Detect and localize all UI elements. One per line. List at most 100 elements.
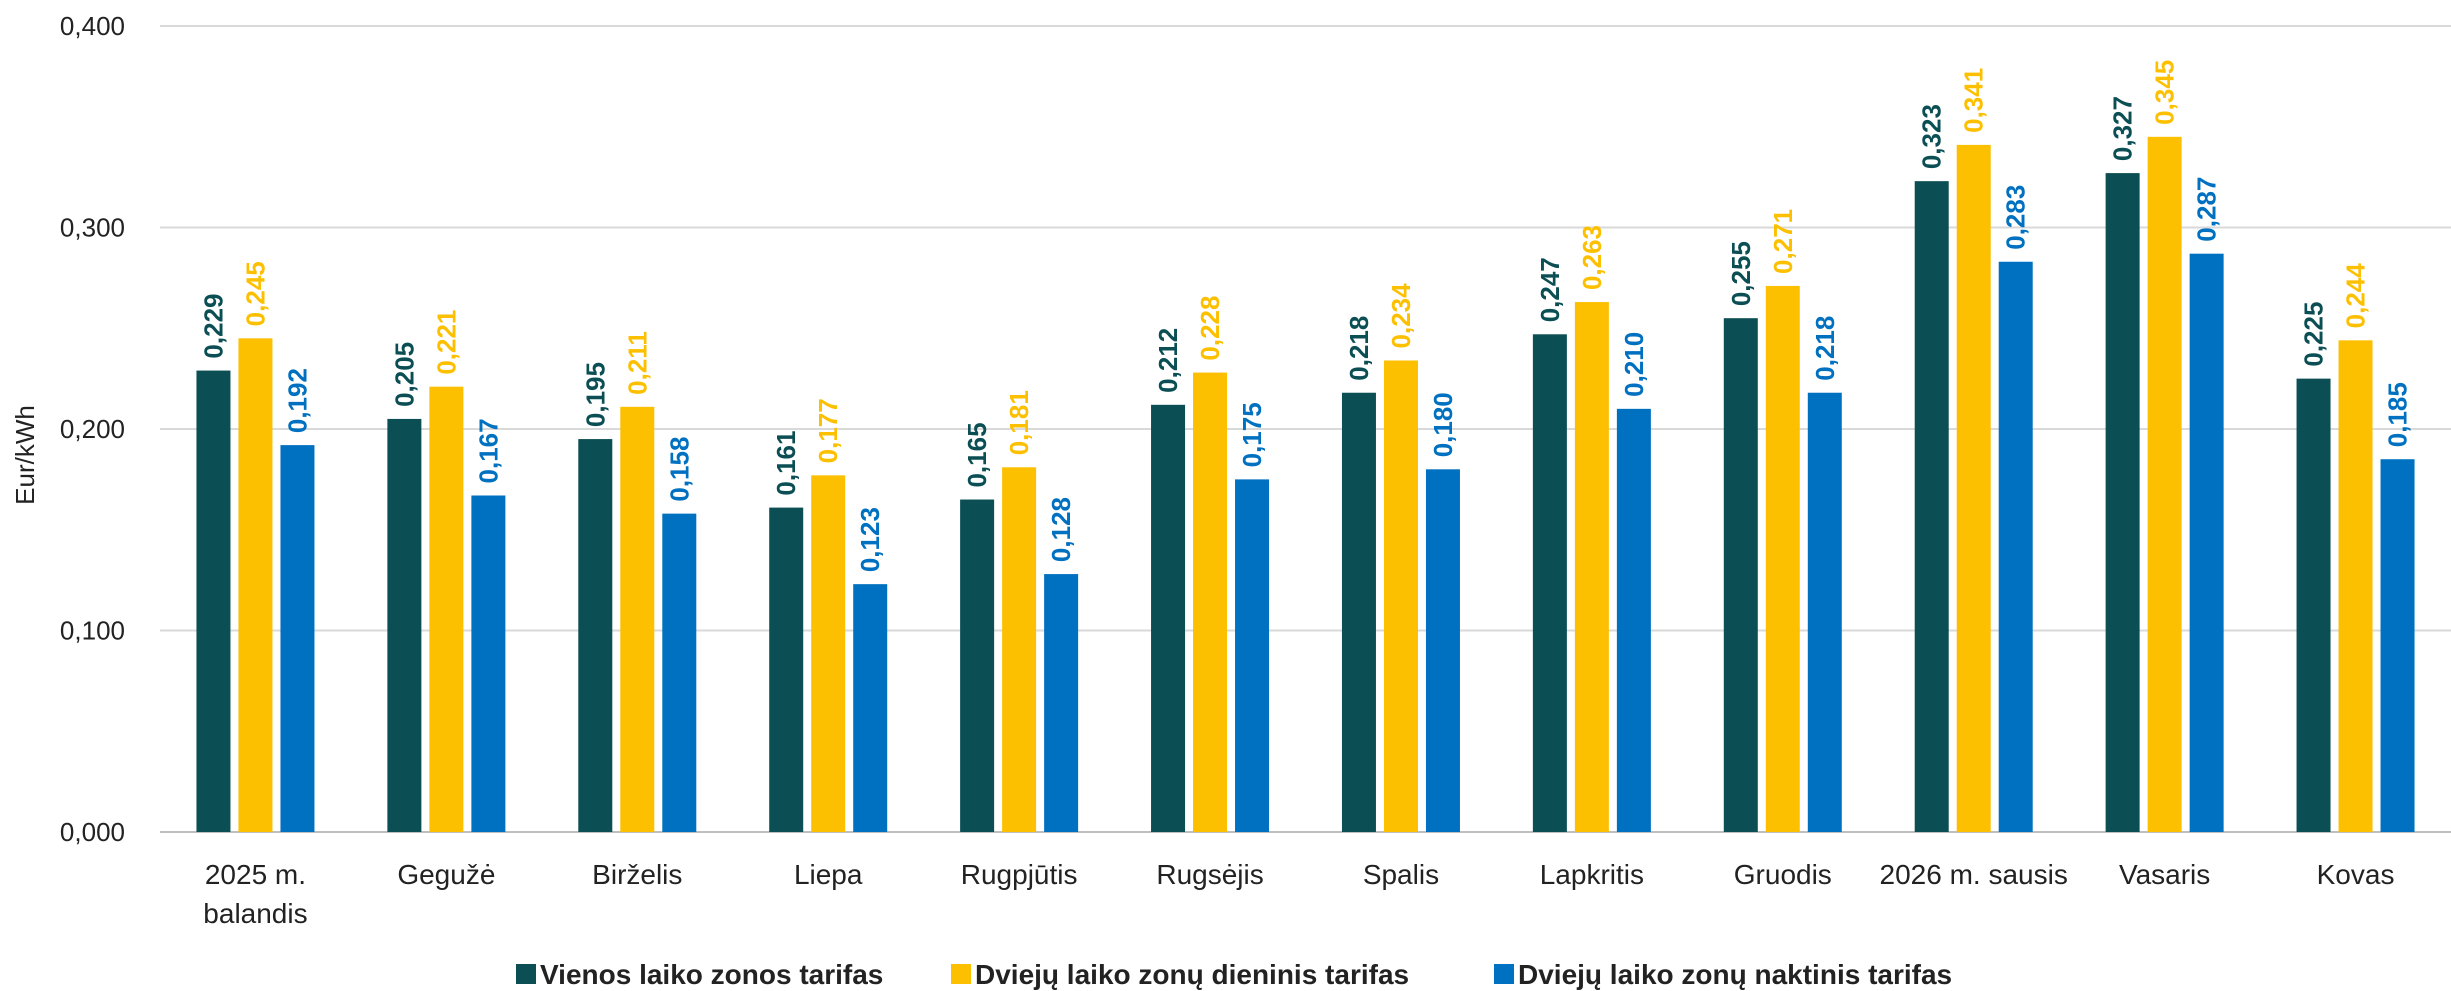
y-axis-label: Eur/kWh xyxy=(10,405,40,505)
data-label: 0,205 xyxy=(389,342,419,407)
bar xyxy=(853,584,888,832)
legend-swatch xyxy=(951,964,971,984)
bar xyxy=(2147,136,2182,832)
data-label: 0,234 xyxy=(1386,283,1416,349)
x-tick-label: 2026 m. sausis xyxy=(1880,859,2068,890)
data-label: 0,263 xyxy=(1577,225,1607,290)
x-axis: 2025 m. balandis Gegužė Birželis Liepa Rugpjū… xyxy=(203,859,2394,929)
bar xyxy=(429,386,464,832)
y-tick-label: 0,300 xyxy=(60,213,125,243)
y-tick-label: 0,200 xyxy=(60,414,125,444)
data-label: 0,167 xyxy=(473,418,503,483)
bar xyxy=(662,513,697,832)
bar xyxy=(1807,392,1842,832)
legend-label: Vienos laiko zonos tarifas xyxy=(540,959,883,990)
data-label: 0,255 xyxy=(1726,241,1756,306)
data-label: 0,244 xyxy=(2341,263,2371,329)
y-tick-label: 0,000 xyxy=(60,817,125,847)
data-label: 0,158 xyxy=(664,437,694,502)
bar xyxy=(471,495,506,832)
legend-swatch xyxy=(1494,964,1514,984)
legend-label: Dviejų laiko zonų naktinis tarifas xyxy=(1518,959,1952,990)
x-tick-label: Rugsėjis xyxy=(1156,859,1263,890)
gridlines xyxy=(160,25,2451,833)
data-label: 0,218 xyxy=(1810,316,1840,381)
data-label: 0,180 xyxy=(1428,392,1458,457)
data-label: 0,212 xyxy=(1153,328,1183,393)
x-tick-label: Lapkritis xyxy=(1540,859,1644,890)
x-tick-label: Birželis xyxy=(592,859,682,890)
bar xyxy=(2338,340,2373,832)
data-label: 0,287 xyxy=(2192,177,2222,242)
data-label: 0,165 xyxy=(962,422,992,487)
data-label: 0,175 xyxy=(1237,402,1267,467)
bar xyxy=(196,370,231,832)
bar xyxy=(2296,378,2331,832)
data-label: 0,185 xyxy=(2383,382,2413,447)
bars xyxy=(196,136,2415,833)
data-label: 0,128 xyxy=(1046,497,1076,562)
data-label: 0,177 xyxy=(813,398,843,463)
bar xyxy=(1425,469,1460,832)
data-label: 0,327 xyxy=(2108,96,2138,161)
bar xyxy=(1574,302,1609,832)
bar xyxy=(1765,285,1800,832)
bar xyxy=(1341,392,1376,832)
bar xyxy=(1235,479,1270,832)
bar xyxy=(578,439,613,832)
data-label: 0,210 xyxy=(1619,332,1649,397)
data-label: 0,228 xyxy=(1195,296,1225,361)
data-label: 0,323 xyxy=(1917,104,1947,169)
x-tick-label: Spalis xyxy=(1363,859,1439,890)
x-tick-label: Rugpjūtis xyxy=(961,859,1078,890)
bar xyxy=(1532,334,1567,832)
bar xyxy=(1914,181,1949,832)
bar xyxy=(1151,404,1186,832)
bar xyxy=(1723,318,1758,832)
data-label: 0,195 xyxy=(580,362,610,427)
data-label: 0,211 xyxy=(622,331,652,395)
bar xyxy=(620,406,655,832)
bar xyxy=(1956,144,1991,832)
data-label: 0,229 xyxy=(198,293,228,358)
legend-swatch xyxy=(516,964,536,984)
bar xyxy=(280,445,315,832)
data-label: 0,341 xyxy=(1959,68,1989,133)
bar xyxy=(238,338,273,832)
data-labels: 0,229 0,245 0,192 0,205 0,221 0,167 0,195 0,211… xyxy=(198,60,2412,572)
data-label: 0,345 xyxy=(2150,60,2180,125)
x-tick-label: Vasaris xyxy=(2119,859,2210,890)
x-tick-label: Kovas xyxy=(2317,859,2395,890)
bar xyxy=(2105,173,2140,833)
bar xyxy=(2380,459,2415,832)
legend-label: Dviejų laiko zonų dieninis tarifas xyxy=(975,959,1409,990)
bar xyxy=(1002,467,1037,832)
legend: Vienos laiko zonos tarifas Dviejų laiko z… xyxy=(516,959,1952,990)
data-label: 0,181 xyxy=(1004,390,1034,455)
bar xyxy=(1616,408,1651,832)
bar xyxy=(960,499,995,832)
y-tick-label: 0,400 xyxy=(60,11,125,41)
bar xyxy=(2189,253,2224,832)
x-tick-label: 2025 m. xyxy=(205,859,306,890)
data-label: 0,245 xyxy=(240,261,270,326)
data-label: 0,247 xyxy=(1535,257,1565,322)
bar xyxy=(387,418,422,832)
x-tick-label: Gegužė xyxy=(397,859,495,890)
data-label: 0,161 xyxy=(771,431,801,496)
bar xyxy=(1998,261,2033,832)
data-label: 0,123 xyxy=(855,507,885,572)
data-label: 0,192 xyxy=(282,368,312,433)
data-label: 0,283 xyxy=(2001,185,2031,250)
bar xyxy=(1193,372,1228,832)
data-label: 0,271 xyxy=(1768,209,1798,274)
data-label: 0,225 xyxy=(2299,302,2329,367)
bar xyxy=(1044,574,1079,832)
bar xyxy=(811,475,846,832)
data-label: 0,218 xyxy=(1344,316,1374,381)
x-tick-label: balandis xyxy=(203,898,307,929)
y-tick-label: 0,100 xyxy=(60,616,125,646)
x-tick-label: Liepa xyxy=(794,859,863,890)
x-tick-label: Gruodis xyxy=(1734,859,1832,890)
